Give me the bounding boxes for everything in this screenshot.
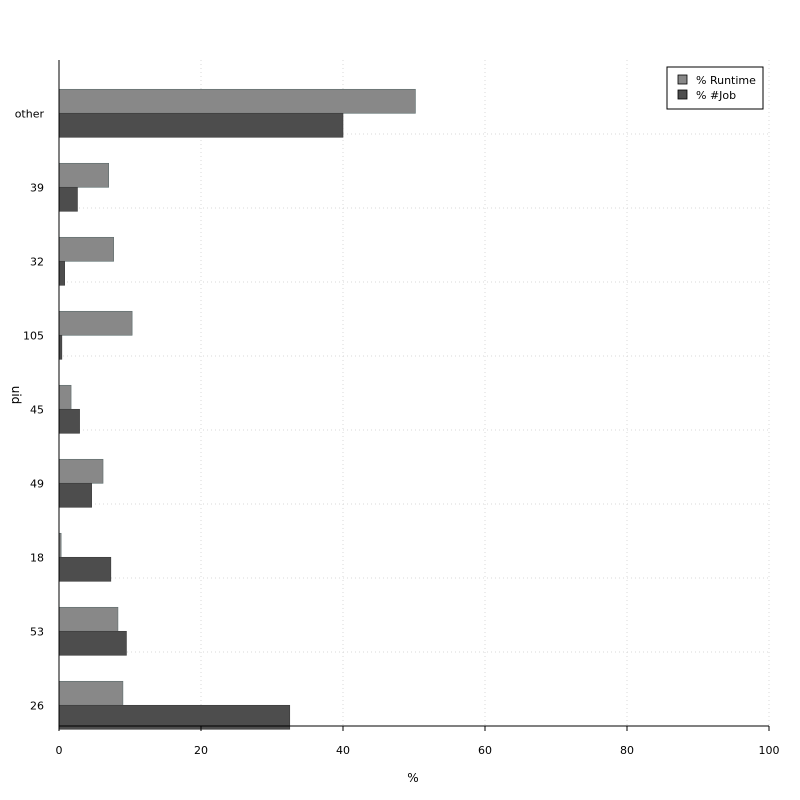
x-axis-title: % [407,771,418,785]
bar [58,186,78,212]
legend-swatch-runtime [677,74,688,85]
x-tick-label: 100 [759,744,780,757]
legend-swatch-job [677,89,688,100]
y-axis-title: uid [9,386,23,405]
bar [58,310,133,336]
bar [58,458,104,484]
bar [58,162,110,188]
y-tick-label: 105 [23,329,44,342]
y-tick-label: 26 [30,699,44,712]
bar [58,384,72,410]
y-tick-label: 32 [30,255,44,268]
grid-lines [59,60,770,726]
y-tick-label: 53 [30,625,44,638]
x-tick-label: 60 [478,744,492,757]
x-tick-label: 80 [620,744,634,757]
y-tick-label: 45 [30,403,44,416]
legend-box [666,66,764,110]
bar [58,408,80,434]
bar [58,88,416,114]
x-tick-label: 0 [56,744,63,757]
bar [58,236,114,262]
y-tick-label: 18 [30,551,44,564]
x-ticks: 0 20 40 60 80 100 [56,726,780,757]
bar [58,556,112,582]
x-tick-label: 40 [336,744,350,757]
y-tick-label: other [15,107,45,120]
y-tick-labels: other 39 32 105 45 49 18 53 26 [15,107,45,712]
bar [58,482,92,508]
bar [58,260,65,286]
legend-label-runtime: % Runtime [696,74,756,87]
bar [58,680,124,706]
bar [58,606,119,632]
legend: % Runtime % #Job [666,66,764,110]
bar [58,704,291,730]
legend-label-job: % #Job [696,89,736,102]
y-tick-label: 39 [30,181,44,194]
y-tick-label: 49 [30,477,44,490]
axes [58,60,769,727]
bars [58,88,416,730]
x-tick-label: 20 [194,744,208,757]
bar [58,112,344,138]
bar [58,630,127,656]
